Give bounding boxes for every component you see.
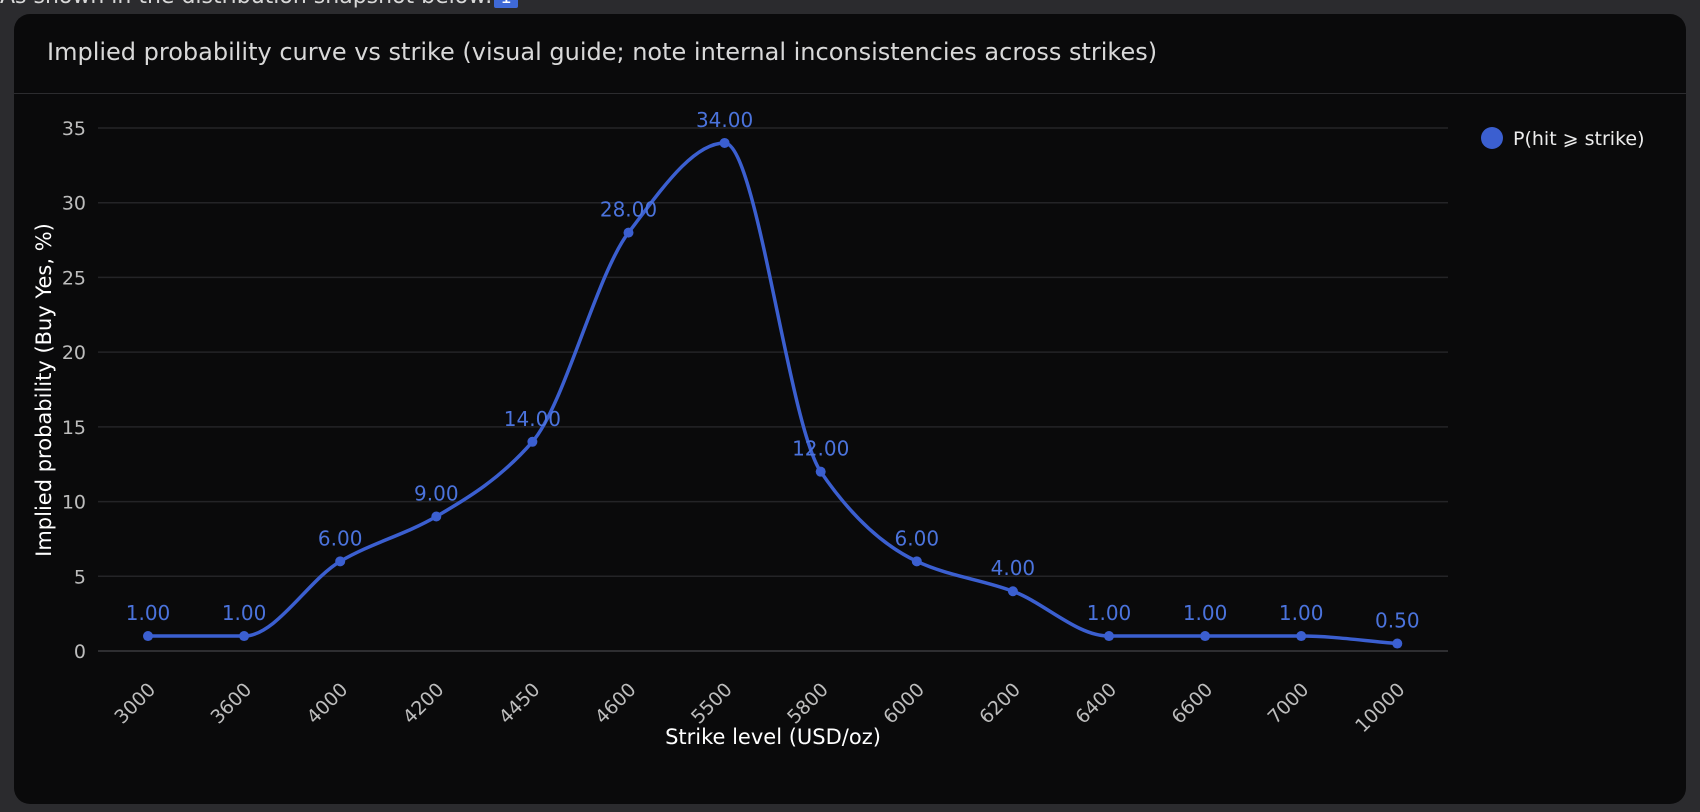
y-tick-label: 5: [74, 566, 86, 588]
data-point[interactable]: [335, 556, 346, 567]
data-label: 4.00: [991, 556, 1036, 580]
data-label: 0.50: [1375, 609, 1420, 633]
x-tick-label: 10000: [1351, 679, 1409, 737]
data-label: 28.00: [600, 198, 657, 222]
data-point[interactable]: [623, 227, 634, 238]
x-tick-label: 4450: [495, 679, 545, 729]
reference-badge[interactable]: 1: [494, 0, 518, 8]
y-tick-label: 30: [62, 193, 86, 215]
data-point[interactable]: [143, 631, 153, 642]
x-tick-label: 5500: [687, 679, 737, 729]
data-point[interactable]: [911, 556, 922, 567]
data-point[interactable]: [1392, 638, 1403, 649]
grid-lines: [98, 127, 1448, 652]
x-tick-label: 6000: [879, 679, 929, 729]
data-point[interactable]: [1200, 631, 1211, 642]
x-tick-label: 4000: [303, 679, 353, 729]
chart-card-title: Implied probability curve vs strike (vis…: [14, 14, 1686, 94]
x-tick-label: 4600: [591, 679, 641, 729]
data-label: 9.00: [414, 482, 459, 506]
data-point[interactable]: [1007, 586, 1018, 597]
y-tick-label: 20: [62, 342, 86, 364]
intro-text-fragment: As shown in the distribution snapshot be…: [0, 0, 518, 12]
data-point[interactable]: [239, 631, 250, 642]
data-label: 1.00: [222, 601, 267, 625]
y-tick-label: 10: [62, 492, 86, 514]
data-label: 1.00: [126, 601, 171, 625]
data-label: 14.00: [504, 407, 561, 431]
data-label: 6.00: [318, 526, 363, 550]
x-tick-label: 5800: [783, 679, 833, 729]
x-tick-label: 6200: [975, 679, 1025, 729]
x-tick-label: 4200: [399, 679, 449, 729]
y-tick-label: 25: [62, 267, 86, 289]
probability-chart: 0 5 10 15 20 25 30 35 3000 3600 4000 4200 4450 4600 5…: [32, 108, 1645, 749]
data-point[interactable]: [719, 137, 730, 148]
data-points: [143, 137, 1403, 649]
data-label: 1.00: [1087, 601, 1132, 625]
data-point[interactable]: [815, 466, 826, 477]
x-tick-label: 6400: [1071, 679, 1121, 729]
x-tick-label: 6600: [1167, 679, 1217, 729]
data-label: 1.00: [1183, 601, 1228, 625]
data-label: 1.00: [1279, 601, 1324, 625]
data-point[interactable]: [1296, 631, 1307, 642]
x-tick-label: 3600: [206, 679, 256, 729]
x-axis-title: Strike level (USD/oz): [665, 725, 881, 749]
x-tick-label: 3000: [110, 679, 160, 729]
data-label: 12.00: [792, 437, 849, 461]
data-point[interactable]: [1104, 631, 1114, 642]
y-tick-label: 35: [62, 118, 86, 140]
legend-label: P(hit ⩾ strike): [1513, 128, 1645, 150]
series-line: [148, 141, 1398, 646]
legend[interactable]: P(hit ⩾ strike): [1481, 127, 1645, 150]
data-label: 6.00: [895, 526, 940, 550]
y-tick-label: 15: [62, 417, 86, 439]
intro-text: As shown in the distribution snapshot be…: [0, 0, 492, 9]
y-axis-title: Implied probability (Buy Yes, %): [32, 223, 56, 557]
x-tick-label: 7000: [1264, 679, 1314, 729]
data-point[interactable]: [527, 436, 538, 447]
legend-marker-icon: [1481, 127, 1503, 149]
data-point[interactable]: [431, 511, 442, 522]
data-labels: 1.00 1.00 6.00 9.00 14.00 28.00 34.00 12.00 6.00…: [126, 108, 1420, 633]
y-axis-ticks: 0 5 10 15 20 25 30 35: [62, 118, 86, 663]
y-tick-label: 0: [74, 641, 86, 663]
chart-card: Implied probability curve vs strike (vis…: [14, 14, 1686, 804]
data-label: 34.00: [696, 108, 753, 132]
